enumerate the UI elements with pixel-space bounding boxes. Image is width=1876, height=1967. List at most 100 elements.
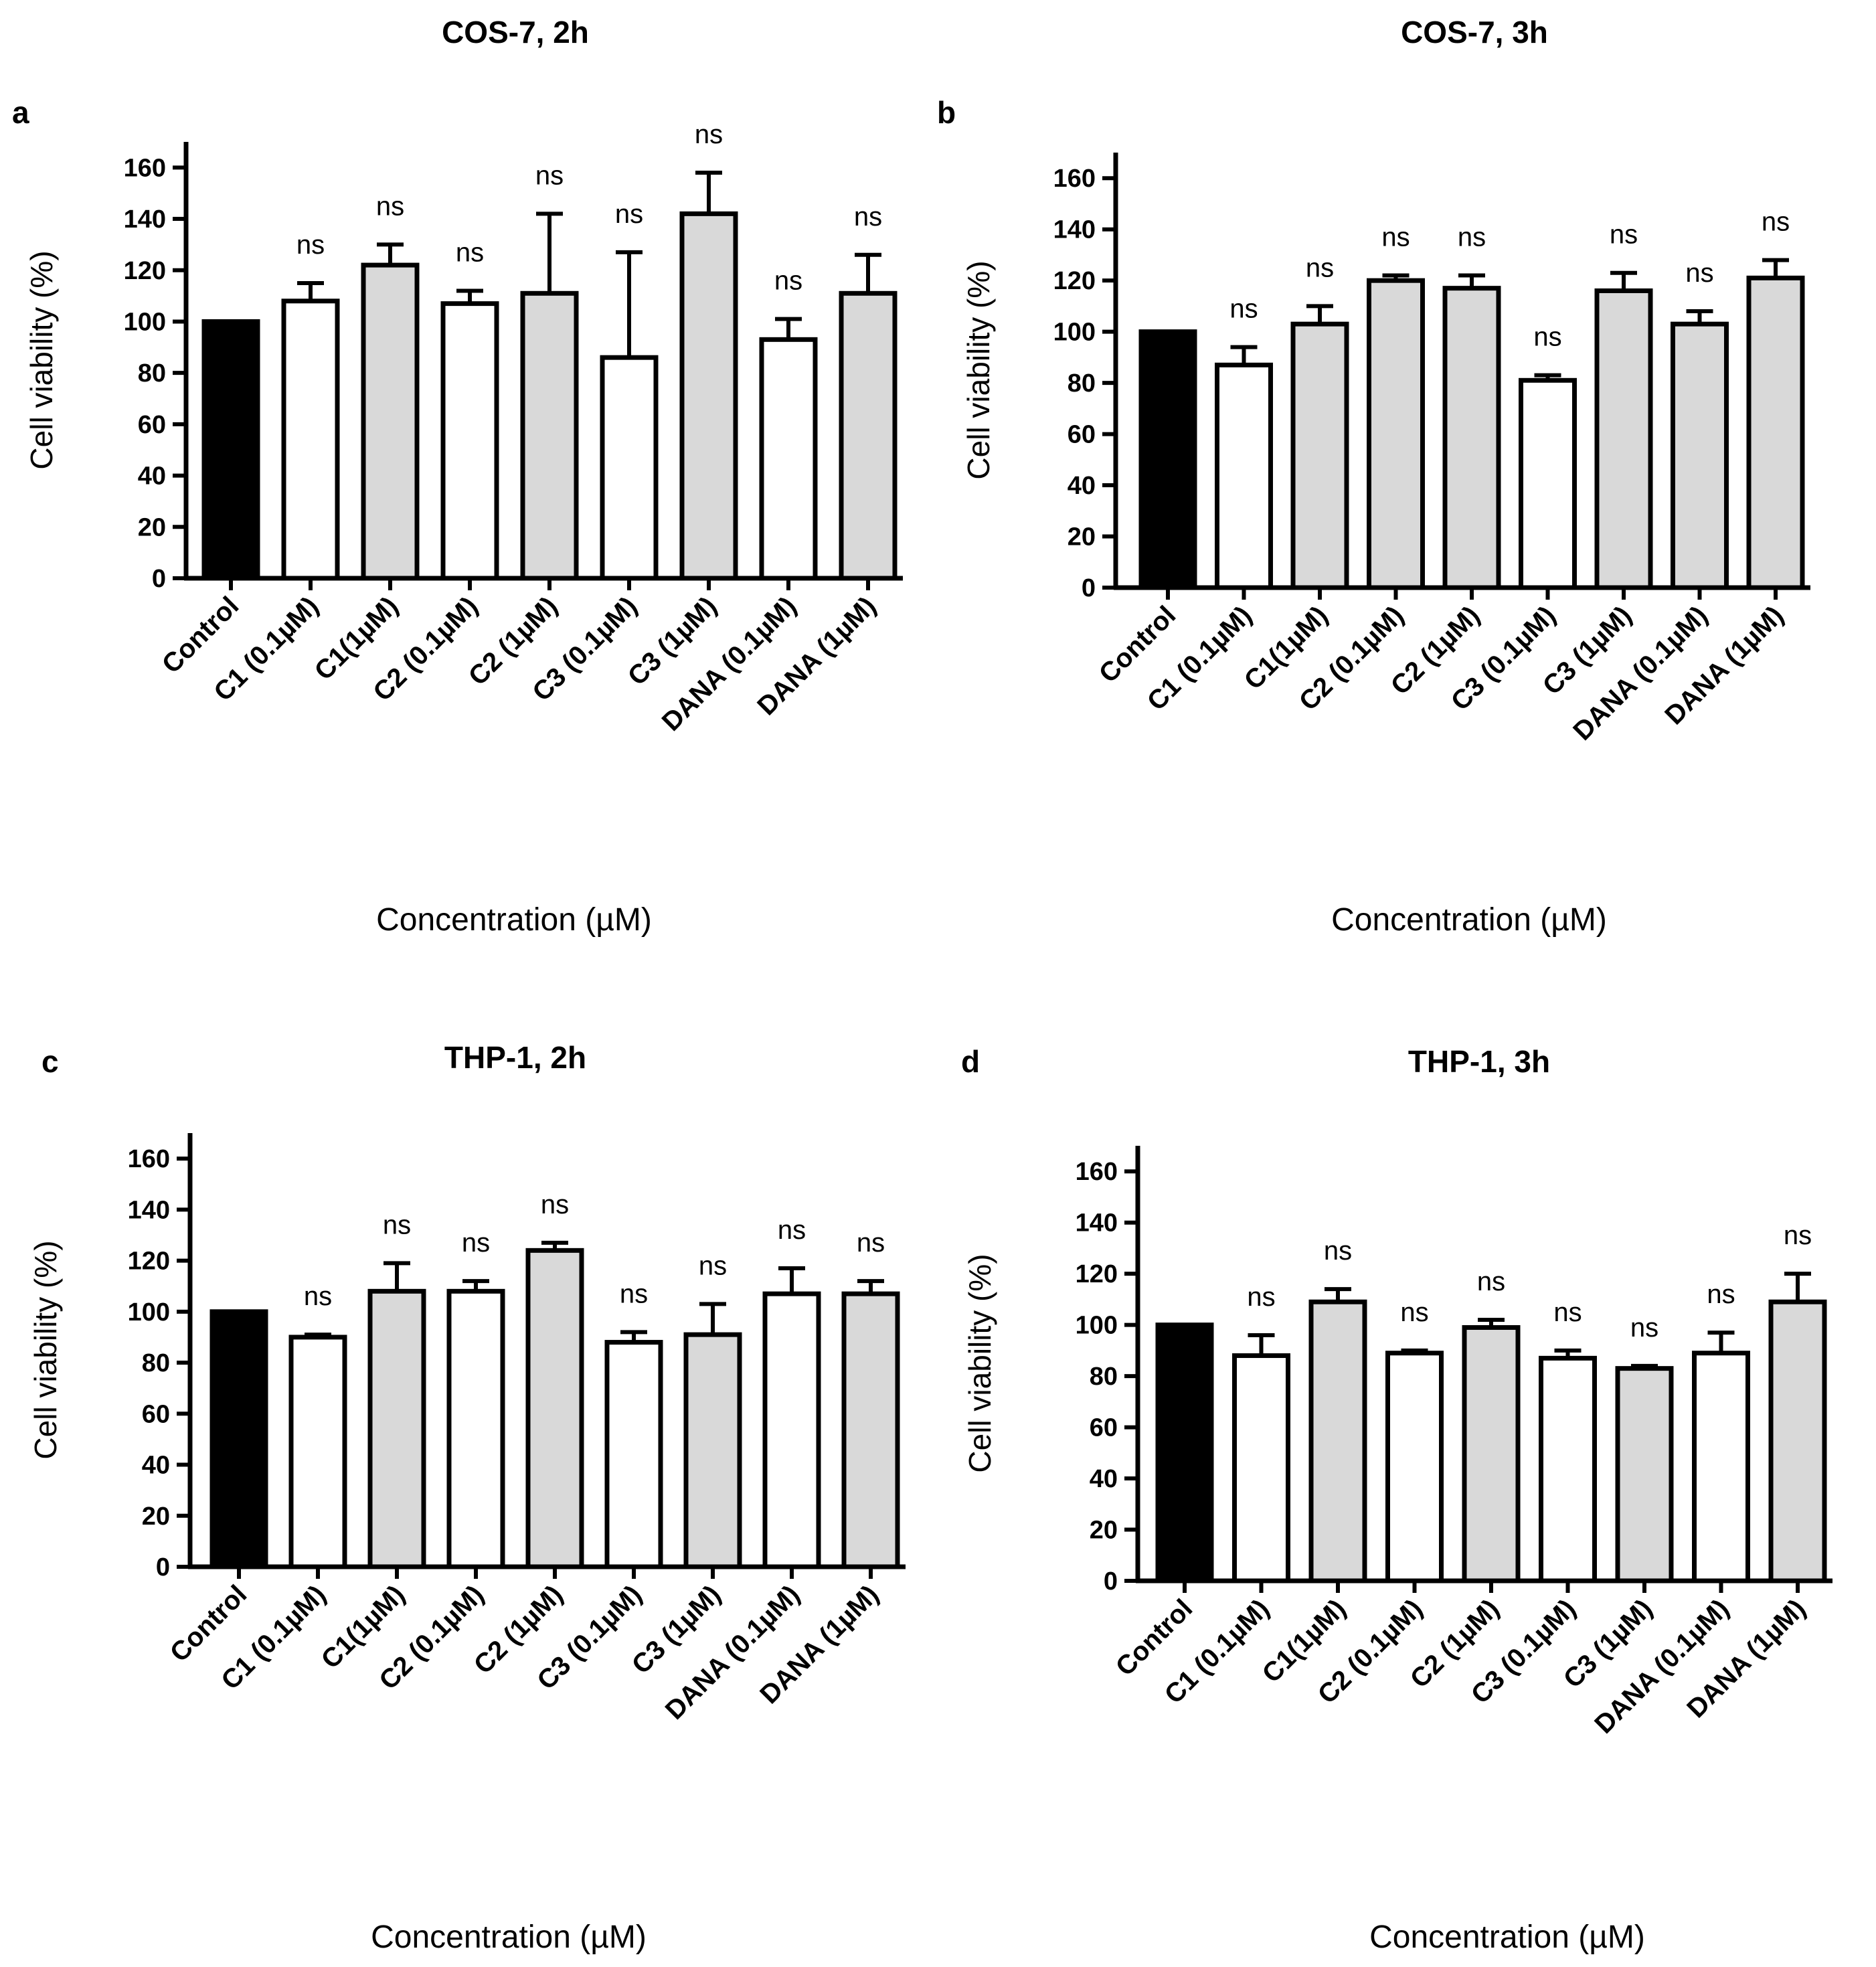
significance-label: ns [376,191,404,221]
bar [209,1309,268,1569]
bar [841,1291,900,1569]
bar [440,301,499,581]
chart-title: COS-7, 3h [1401,15,1548,50]
y-tick-label: 40 [138,462,166,491]
bar [683,1332,742,1569]
significance-label: ns [620,1279,648,1308]
x-axis-label: Concentration (µM) [1331,902,1607,938]
y-tick-label: 120 [1076,1260,1118,1288]
significance-label: ns [1553,1298,1582,1327]
significance-label: ns [615,199,643,229]
y-tick-label: 20 [142,1503,170,1531]
y-tick-label: 140 [1053,216,1096,244]
y-tick-label: 40 [1068,472,1096,500]
significance-label: ns [699,1251,727,1280]
bar [1615,1366,1674,1584]
y-axis-label: Cell viability (%) [962,1254,997,1472]
significance-label: ns [1458,223,1486,252]
y-tick-label: 0 [1104,1567,1118,1596]
significance-label: ns [854,202,882,232]
y-tick-label: 160 [128,1145,170,1173]
y-tick-label: 80 [142,1349,170,1377]
bar [201,319,260,581]
y-tick-label: 140 [128,1196,170,1224]
y-tick-label: 0 [156,1553,170,1581]
x-tick-label: DANA (0.1µM) [660,1579,806,1725]
y-tick-label: 20 [1090,1517,1118,1545]
x-tick-label: DANA (0.1µM) [1567,600,1713,746]
bar [1746,275,1805,590]
significance-label: ns [1762,207,1790,237]
chart-title: COS-7, 2h [442,15,589,50]
y-tick-label: 60 [1068,421,1096,449]
bar [600,355,659,581]
bar [1367,278,1425,590]
y-tick-label: 60 [138,411,166,439]
significance-label: ns [1610,220,1638,250]
significance-label: ns [1707,1280,1735,1309]
significance-label: ns [1533,323,1561,352]
significance-label: ns [1400,1298,1428,1327]
bar [1232,1353,1290,1584]
significance-label: ns [1630,1313,1658,1343]
y-tick-label: 80 [1068,369,1096,398]
bar [361,262,420,581]
bar [281,298,340,581]
y-tick-label: 80 [138,359,166,388]
panel-letter: d [961,1044,980,1079]
y-tick-label: 80 [1090,1363,1118,1391]
bar [1768,1299,1827,1584]
significance-label: ns [296,230,325,260]
y-axis-label: Cell viability (%) [961,260,996,479]
bar [367,1288,426,1569]
y-tick-label: 0 [1082,574,1096,602]
bar [1462,1324,1521,1584]
chart-title: THP-1, 2h [444,1040,586,1075]
y-tick-label: 100 [124,308,166,336]
y-axis-label: Cell viability (%) [28,1240,63,1459]
significance-label: ns [456,238,484,267]
bar [1215,362,1273,590]
bar [1442,286,1501,590]
significance-label: ns [462,1228,490,1258]
y-tick-label: 0 [152,565,166,593]
y-tick-label: 140 [124,205,166,234]
significance-label: ns [383,1210,411,1239]
y-tick-label: 20 [138,513,166,541]
significance-label: ns [1381,223,1410,252]
significance-label: ns [695,120,723,149]
bar [759,337,818,581]
significance-label: ns [1306,253,1334,282]
bar [1594,288,1653,590]
y-tick-label: 60 [1090,1414,1118,1442]
y-tick-label: 140 [1076,1209,1118,1237]
y-tick-label: 120 [124,257,166,285]
significance-label: ns [778,1215,806,1245]
y-axis-label: Cell viability (%) [24,250,59,469]
significance-label: ns [1477,1267,1505,1296]
bar [446,1288,505,1569]
y-tick-label: 100 [1053,319,1096,347]
x-tick-label: DANA (0.1µM) [1589,1594,1735,1739]
bar [525,1248,584,1569]
bar [762,1291,821,1569]
y-tick-label: 40 [142,1452,170,1480]
chart-title: THP-1, 3h [1408,1044,1550,1079]
y-tick-label: 120 [1053,267,1096,295]
bar [520,290,579,581]
bar [839,290,898,581]
bar [1290,321,1349,590]
significance-label: ns [1247,1282,1275,1312]
significance-label: ns [774,266,802,296]
panel-letter: a [12,95,29,130]
significance-label: ns [535,161,564,190]
y-tick-label: 160 [1053,165,1096,193]
panel-letter: b [937,95,956,130]
bar [1692,1351,1750,1584]
significance-label: ns [1229,294,1258,324]
